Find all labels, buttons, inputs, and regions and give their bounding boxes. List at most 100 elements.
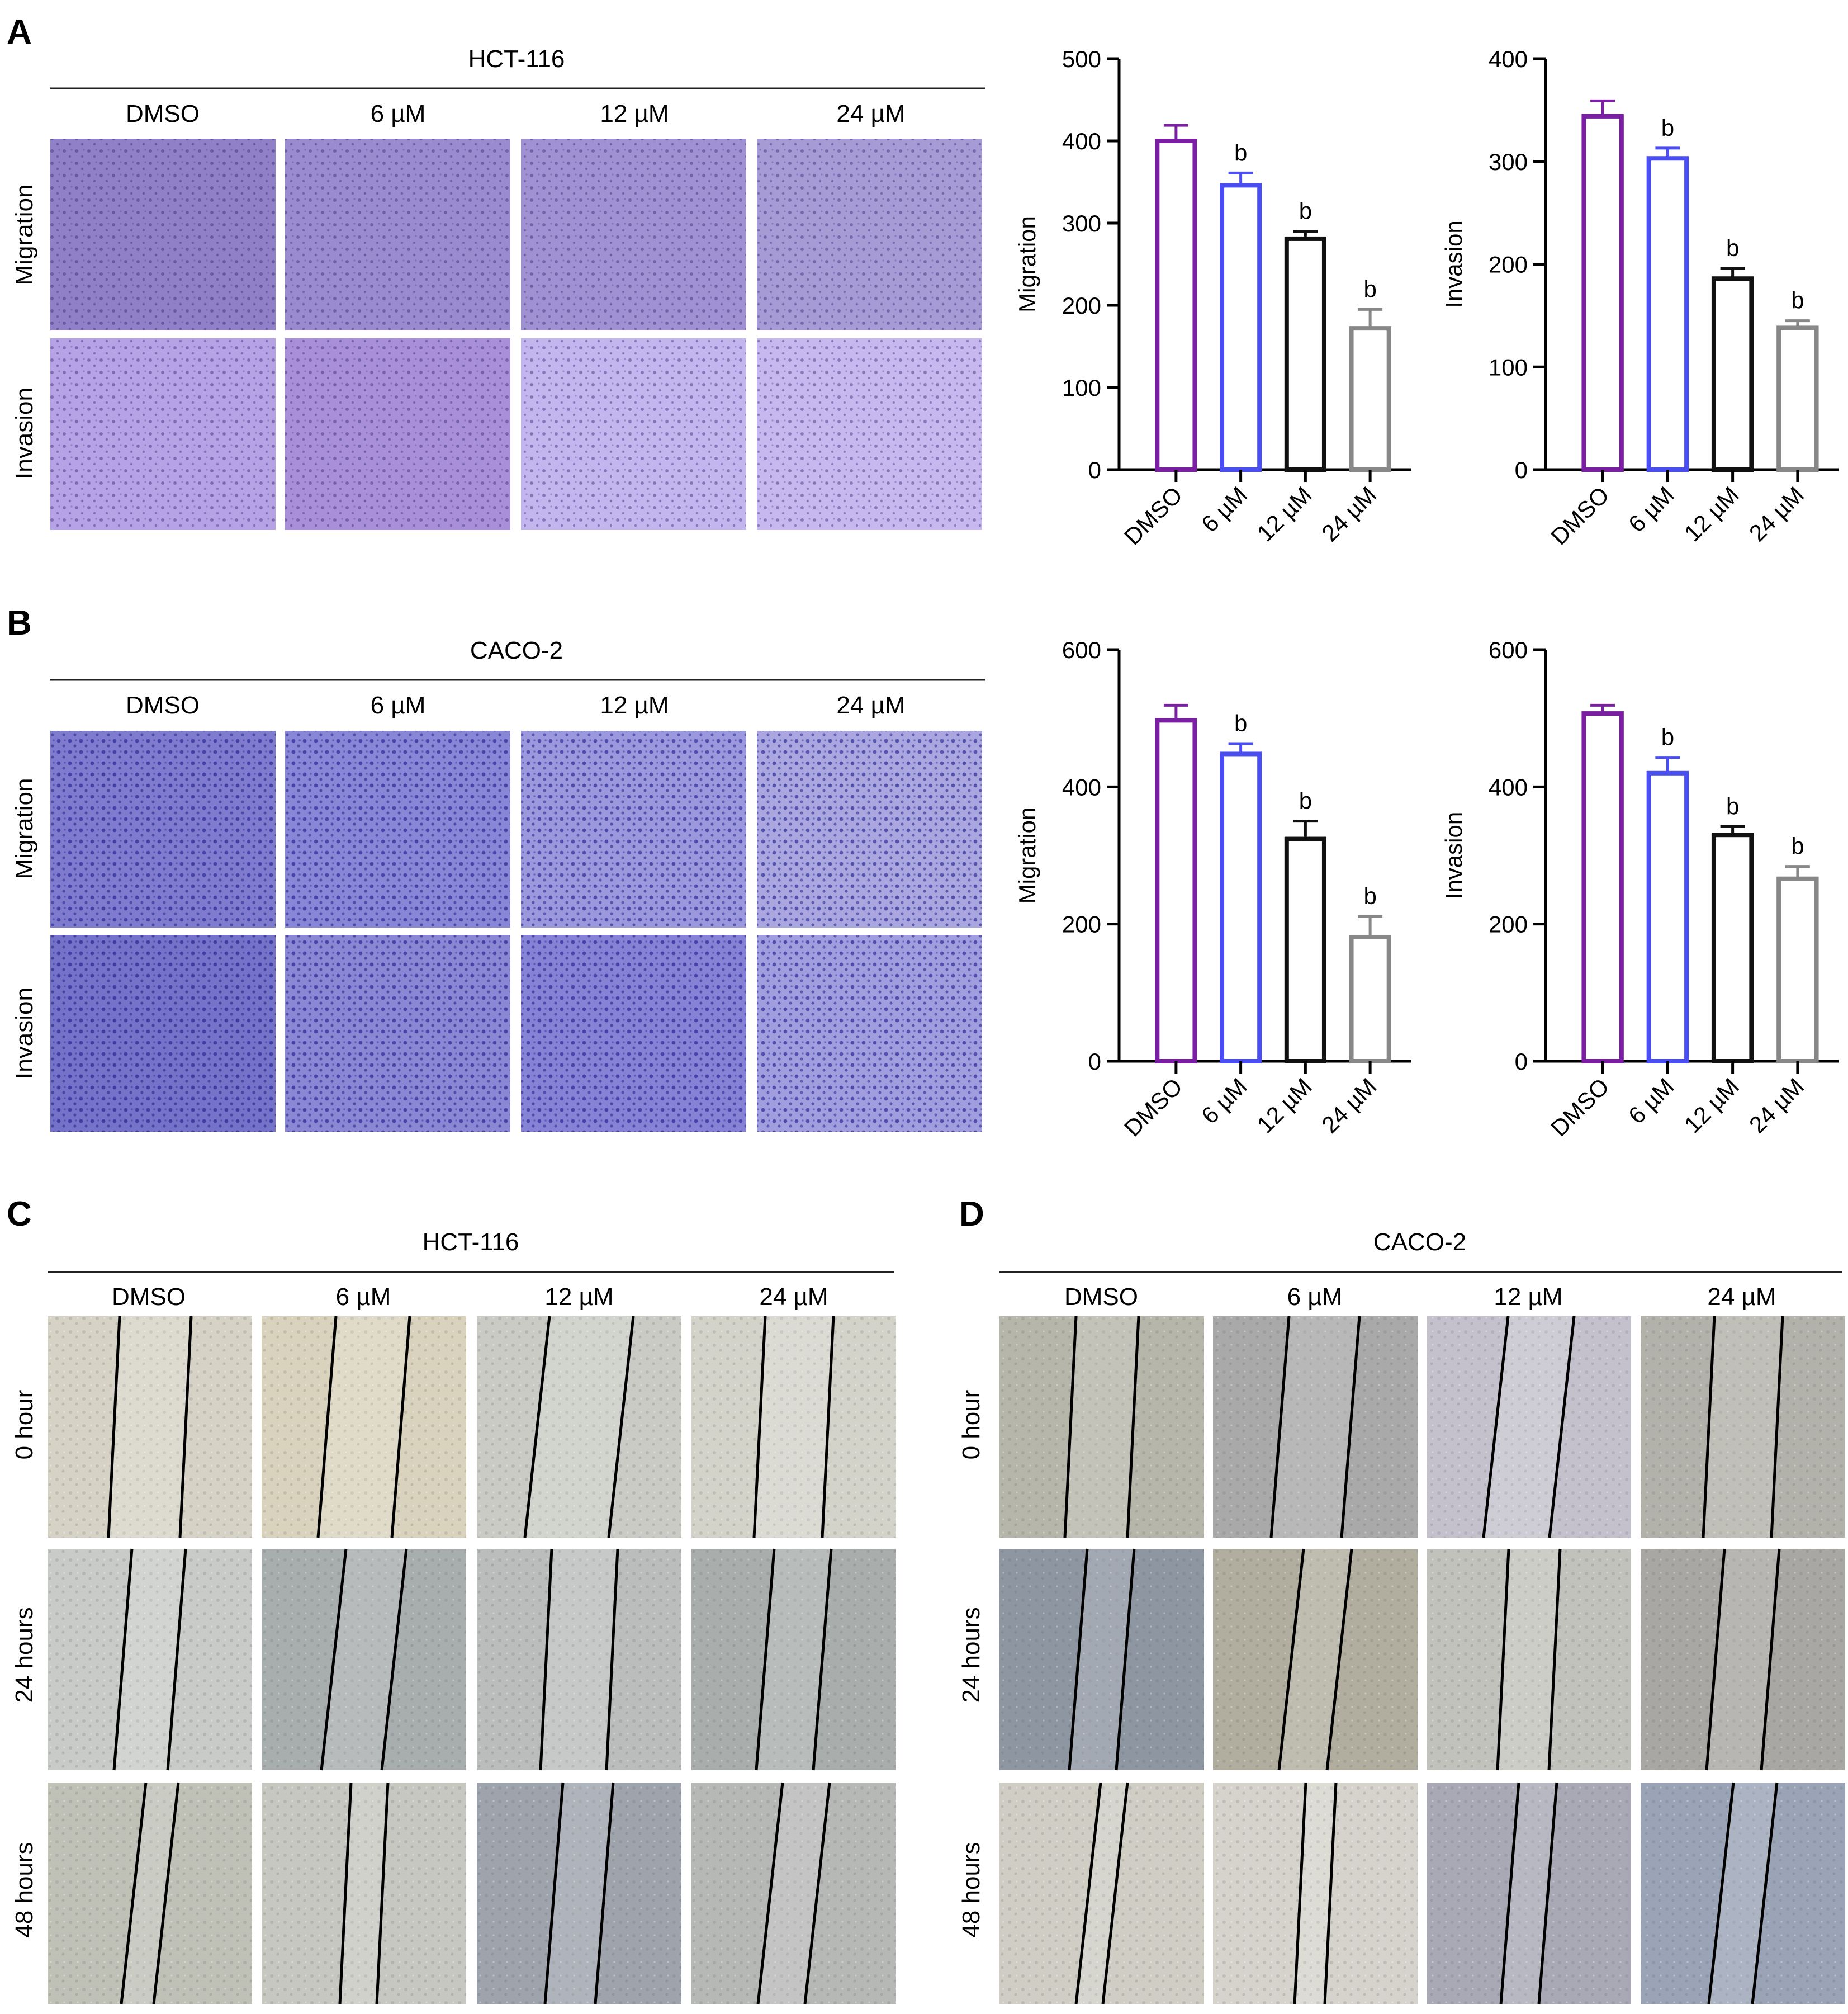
y-axis-label: Migration xyxy=(1014,216,1040,313)
y-tick-label: 100 xyxy=(1489,354,1528,380)
wound-edge-line xyxy=(539,1548,553,1771)
column-header: 6 µM xyxy=(1287,1283,1343,1311)
bar xyxy=(1581,114,1624,472)
column-header: 6 µM xyxy=(371,692,426,719)
column-header: 6 µM xyxy=(336,1283,391,1311)
column-header: DMSO xyxy=(1064,1283,1138,1311)
y-tick-label: 300 xyxy=(1062,210,1101,237)
wound-edge-line xyxy=(166,1548,187,1771)
column-header: 24 µM xyxy=(836,100,905,127)
panel-letter-d: D xyxy=(959,1195,984,1233)
significance-label: b xyxy=(1726,235,1739,261)
cell-texture xyxy=(691,1549,896,1770)
cell-texture xyxy=(50,731,276,928)
column-header: DMSO xyxy=(126,692,200,719)
y-tick-label: 0 xyxy=(1088,457,1101,483)
wound-gap xyxy=(754,1316,833,1538)
wound-edge-line xyxy=(1548,1316,1576,1538)
wound-edge-line xyxy=(1115,1548,1136,1771)
x-tick-label: 24 µM xyxy=(1744,1073,1809,1138)
bar xyxy=(1581,711,1624,1063)
significance-label: b xyxy=(1791,833,1804,859)
column-headers-d: DMSO 6 µM 12 µM 24 µM xyxy=(1064,1283,1776,1311)
wound-edge-line xyxy=(1705,1548,1726,1771)
cell-texture xyxy=(1427,1549,1631,1770)
y-tick-label: 0 xyxy=(1088,1048,1101,1075)
wound-gap xyxy=(321,1549,406,1770)
wound-edge-line xyxy=(543,1782,565,2004)
wound-edge-line xyxy=(1499,1782,1520,2004)
wound-edge-line xyxy=(812,1548,833,1771)
panel-a: A HCT-116 DMSO 6 µM 12 µM 24 µM Migratio… xyxy=(7,13,985,530)
wound-edge-line xyxy=(390,1316,411,1538)
bar-chart-a-migration: 0 100 200 300 400 500 Migration DMSO b 6 µM b 12 µM… xyxy=(1014,46,1411,550)
wound-gap xyxy=(758,1783,830,2004)
significance-label: b xyxy=(1661,115,1674,141)
cell-texture xyxy=(477,1783,681,2004)
wound-edge-line xyxy=(752,1316,767,1538)
wound-gap xyxy=(1065,1316,1139,1538)
micrograph-grid-d xyxy=(999,1316,1845,2004)
y-tick-label: 400 xyxy=(1062,128,1101,154)
wound-gap xyxy=(756,1549,831,1770)
cell-line-title-c: HCT-116 xyxy=(423,1228,519,1256)
column-headers-c: DMSO 6 µM 12 µM 24 µM xyxy=(112,1283,828,1311)
row-label: 24 hours xyxy=(958,1607,985,1703)
significance-label: b xyxy=(1791,287,1804,314)
x-tick-label: 6 µM xyxy=(1623,481,1679,537)
x-tick-label: 24 µM xyxy=(1316,1073,1381,1138)
bar xyxy=(1220,751,1262,1064)
wound-gap xyxy=(525,1316,633,1538)
cell-texture xyxy=(285,935,510,1132)
y-tick-label: 0 xyxy=(1515,1048,1528,1075)
x-tick-label: 6 µM xyxy=(1196,481,1252,537)
y-tick-label: 400 xyxy=(1489,46,1528,72)
x-tick-label: 6 µM xyxy=(1623,1073,1679,1129)
cell-texture xyxy=(48,1316,252,1538)
wound-edge-line xyxy=(380,1548,408,1771)
micrograph-grid-a xyxy=(50,139,982,530)
x-tick-label: 12 µM xyxy=(1252,1073,1316,1138)
micrograph-grid-b xyxy=(50,731,982,1132)
cell-texture xyxy=(691,1783,896,2004)
significance-label: b xyxy=(1661,724,1674,750)
significance-label: b xyxy=(1726,793,1739,819)
bar-chart-b-invasion: 0 200 400 600 Invasion DMSO b 6 µM b 12 µM b 24 µM xyxy=(1441,637,1839,1141)
wound-gap xyxy=(1279,1549,1352,1770)
x-tick-label: DMSO xyxy=(1546,481,1614,550)
cell-texture xyxy=(757,139,982,330)
bar xyxy=(1220,183,1262,472)
y-axis-label: Migration xyxy=(1014,807,1040,904)
wound-edge-line xyxy=(1760,1548,1781,1771)
cell-line-title-d: CACO-2 xyxy=(1373,1228,1466,1256)
cell-texture xyxy=(691,1316,896,1538)
bar xyxy=(1284,236,1326,472)
cell-texture xyxy=(50,935,276,1132)
cell-texture xyxy=(1641,1783,1845,2004)
panel-b: B CACO-2 DMSO 6 µM 12 µM 24 µM Migration… xyxy=(7,604,985,1132)
wound-edge-line xyxy=(1496,1548,1510,1771)
wound-edge-line xyxy=(1751,1782,1779,2004)
cell-texture xyxy=(1427,1316,1631,1538)
wound-gap xyxy=(541,1549,618,1770)
bar xyxy=(1776,325,1819,472)
wound-gap xyxy=(1271,1316,1359,1538)
wound-edge-line xyxy=(1063,1316,1078,1538)
bar-chart-b-migration: 0 200 400 600 Migration DMSO b 6 µM b 12 µM b 24 µM xyxy=(1014,637,1411,1141)
x-tick-label: 12 µM xyxy=(1679,481,1744,546)
wound-edge-line xyxy=(338,1782,353,2004)
wound-gap xyxy=(1295,1783,1336,2004)
wound-gap xyxy=(121,1783,178,2004)
column-headers-a: DMSO 6 µM 12 µM 24 µM xyxy=(126,100,906,127)
wound-edge-line xyxy=(1482,1316,1510,1538)
x-tick-label: 12 µM xyxy=(1679,1073,1744,1138)
cell-texture xyxy=(1213,1316,1418,1538)
cell-texture xyxy=(1427,1783,1631,2004)
row-label: Migration xyxy=(11,778,38,880)
bar xyxy=(1155,718,1197,1063)
x-tick-label: 12 µM xyxy=(1252,481,1316,546)
wound-edge-line xyxy=(1707,1782,1735,2004)
column-headers-b: DMSO 6 µM 12 µM 24 µM xyxy=(126,692,906,719)
wound-edge-line xyxy=(1269,1316,1291,1538)
cell-texture xyxy=(999,1783,1204,2004)
